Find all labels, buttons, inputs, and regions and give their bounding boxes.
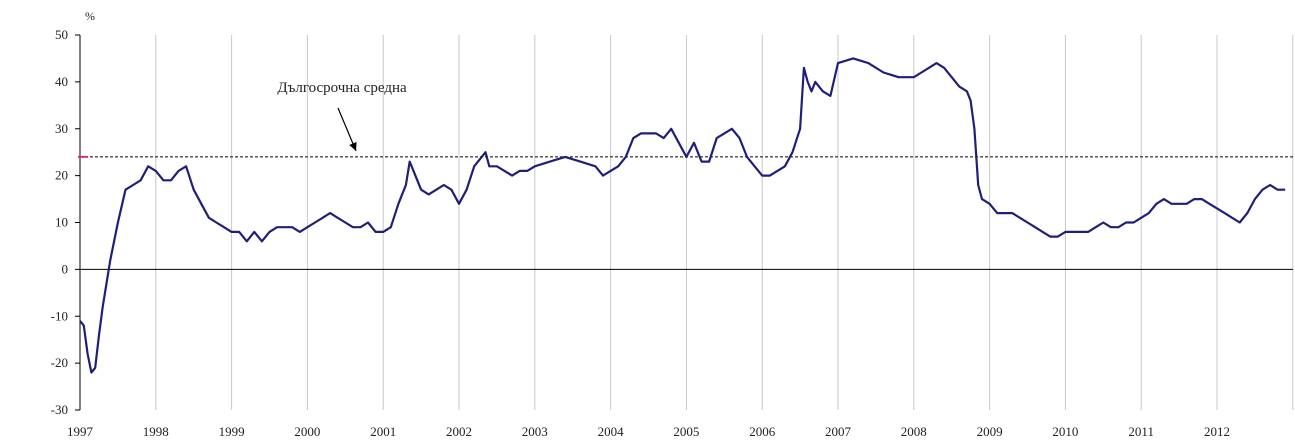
x-tick-label-2008: 2008: [901, 424, 927, 439]
series-line: [79, 57, 1286, 374]
x-tick-label-2010: 2010: [1052, 424, 1078, 439]
y-tick-label-30: 30: [55, 121, 68, 136]
y-tick-label-20: 20: [55, 168, 68, 183]
reference-annotation-label: Дългосрочна средна: [277, 80, 407, 96]
y-unit-label: %: [85, 9, 95, 23]
x-tick-label-2005: 2005: [673, 424, 699, 439]
x-tick-label-2012: 2012: [1204, 424, 1230, 439]
y-tick-label-40: 40: [55, 74, 68, 89]
y-tick-label-0: 0: [62, 261, 69, 276]
x-tick-label-2009: 2009: [977, 424, 1003, 439]
vertical-grid: [155, 35, 1294, 410]
x-tick-label-2000: 2000: [294, 424, 320, 439]
x-tick-label-1998: 1998: [143, 424, 169, 439]
x-tick-label-2011: 2011: [1128, 424, 1154, 439]
x-tick-label-2007: 2007: [825, 424, 852, 439]
x-tick-label-2001: 2001: [370, 424, 396, 439]
annotation-arrowhead: [349, 141, 357, 151]
x-tick-label-2002: 2002: [446, 424, 472, 439]
y-tick-label-10: 10: [55, 215, 68, 230]
y-tick-label--30: -30: [51, 402, 68, 417]
x-tick-label-1999: 1999: [219, 424, 245, 439]
x-tick-label-2006: 2006: [749, 424, 776, 439]
x-tick-labels: 1997 1998 1999 2000 2001 2002 2003 2004 2005 2006…: [67, 424, 1230, 439]
y-tick-labels: 50 40 30 20 10 0 -10 -20 -30: [51, 27, 80, 417]
y-tick-label--10: -10: [51, 308, 68, 323]
x-tick-label-2004: 2004: [598, 424, 625, 439]
x-tick-label-2003: 2003: [522, 424, 548, 439]
y-tick-label--20: -20: [51, 355, 68, 370]
y-tick-label-50: 50: [55, 27, 68, 42]
x-tick-label-1997: 1997: [67, 424, 94, 439]
